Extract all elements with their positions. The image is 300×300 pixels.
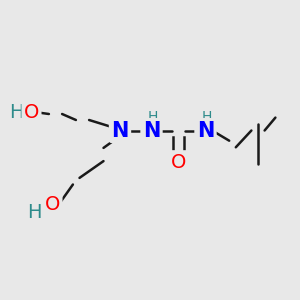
Text: N: N [111, 121, 129, 140]
Text: H: H [9, 103, 24, 122]
Text: N: N [197, 121, 214, 140]
Text: N: N [143, 121, 160, 140]
Text: O: O [24, 103, 39, 122]
Text: H: H [27, 203, 42, 223]
Text: O: O [171, 152, 186, 172]
Text: H: H [148, 110, 158, 124]
Text: H: H [202, 110, 212, 124]
Text: O: O [45, 194, 60, 214]
